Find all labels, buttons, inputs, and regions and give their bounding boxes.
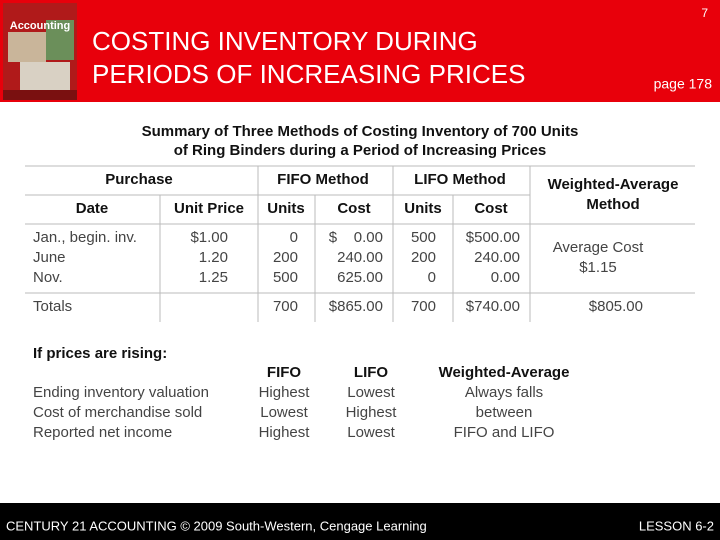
group-header: Purchase (105, 171, 173, 188)
table-cell: 240.00 (337, 249, 383, 266)
rising-cell: Highest (259, 424, 311, 441)
group-header: FIFO Method (277, 171, 369, 188)
column-header: Cost (337, 200, 370, 217)
rising-cell: Lowest (347, 424, 395, 441)
table-cell: 200 (273, 249, 298, 266)
rising-label: Reported net income (33, 424, 172, 441)
cover-art (46, 20, 74, 60)
rising-cell: Always falls (465, 384, 543, 401)
table-cell: 1.20 (199, 249, 228, 266)
wa-cell: Average Cost (553, 239, 644, 256)
table-cell: 500 (411, 229, 436, 246)
rising-cell: Lowest (260, 404, 308, 421)
table-cell: June (33, 249, 66, 266)
column-header: Cost (474, 200, 507, 217)
totals-cell: 700 (273, 298, 298, 315)
rising-cell: Lowest (347, 384, 395, 401)
footer-bar (0, 503, 720, 540)
rising-column: LIFO (354, 364, 388, 381)
cover-art (8, 32, 46, 62)
rising-cell: FIFO and LIFO (454, 424, 555, 441)
footer-right: LESSON 6-2 (639, 518, 714, 533)
column-header: Date (76, 200, 109, 217)
table-cell: 1.25 (199, 269, 228, 286)
rising-column: Weighted-Average (439, 364, 570, 381)
column-header: Unit Price (174, 200, 244, 217)
rising-label: Cost of merchandise sold (33, 404, 202, 421)
book-cover: Accounting (3, 3, 77, 100)
table-cell: $1.00 (190, 229, 228, 246)
cover-art (20, 62, 70, 90)
table-grid (25, 165, 695, 322)
footer-left: CENTURY 21 ACCOUNTING © 2009 South-Weste… (6, 518, 427, 533)
page-number: 7 (701, 6, 708, 20)
table-cell: Nov. (33, 269, 63, 286)
rising-cell: between (476, 404, 533, 421)
table-cell: 625.00 (337, 269, 383, 286)
rising-label: Ending inventory valuation (33, 384, 209, 401)
totals-label: Totals (33, 298, 72, 315)
group-header: LIFO Method (414, 171, 506, 188)
rising-heading: If prices are rising: (33, 345, 167, 362)
rising-rows: Ending inventory valuation Highest Lowest C… (33, 384, 554, 441)
totals-cell: $805.00 (589, 298, 643, 315)
title: PERIODS OF INCREASING PRICES (92, 59, 525, 89)
cover-band (3, 90, 77, 100)
title: COSTING INVENTORY DURING (92, 26, 478, 56)
totals-cell: $865.00 (329, 298, 383, 315)
totals-cell: $740.00 (466, 298, 520, 315)
column-header: Units (404, 200, 442, 217)
group-header: Method (586, 196, 639, 213)
rising-cell: Highest (346, 404, 398, 421)
rising-cell: Highest (259, 384, 311, 401)
group-header: Weighted-Average (548, 176, 679, 193)
cover-text: Accounting (10, 20, 71, 32)
page-ref: page 178 (654, 76, 713, 92)
table-cell: 0 (290, 229, 298, 246)
table-cell: 200 (411, 249, 436, 266)
column-header: Units (267, 200, 305, 217)
table-cell: 240.00 (474, 249, 520, 266)
table-title: of Ring Binders during a Period of Incre… (174, 142, 547, 159)
rising-column: FIFO (267, 364, 301, 381)
table-cell: 0 (428, 269, 436, 286)
column-headers: Date Unit Price Units Cost Units Cost (76, 200, 508, 217)
table-cell: 0.00 (491, 269, 520, 286)
table-body: Jan., begin. inv. $1.00 0 $ 0.00 500 $500.00 J… (33, 229, 520, 286)
table-title: Summary of Three Methods of Costing Inve… (142, 123, 579, 140)
totals-cell: 700 (411, 298, 436, 315)
table-cell: $500.00 (466, 229, 520, 246)
header-bar (0, 0, 720, 102)
table-cell: 500 (273, 269, 298, 286)
table-cell: Jan., begin. inv. (33, 229, 137, 246)
wa-cell: $1.15 (579, 259, 617, 276)
table-cell: $ 0.00 (329, 229, 383, 246)
